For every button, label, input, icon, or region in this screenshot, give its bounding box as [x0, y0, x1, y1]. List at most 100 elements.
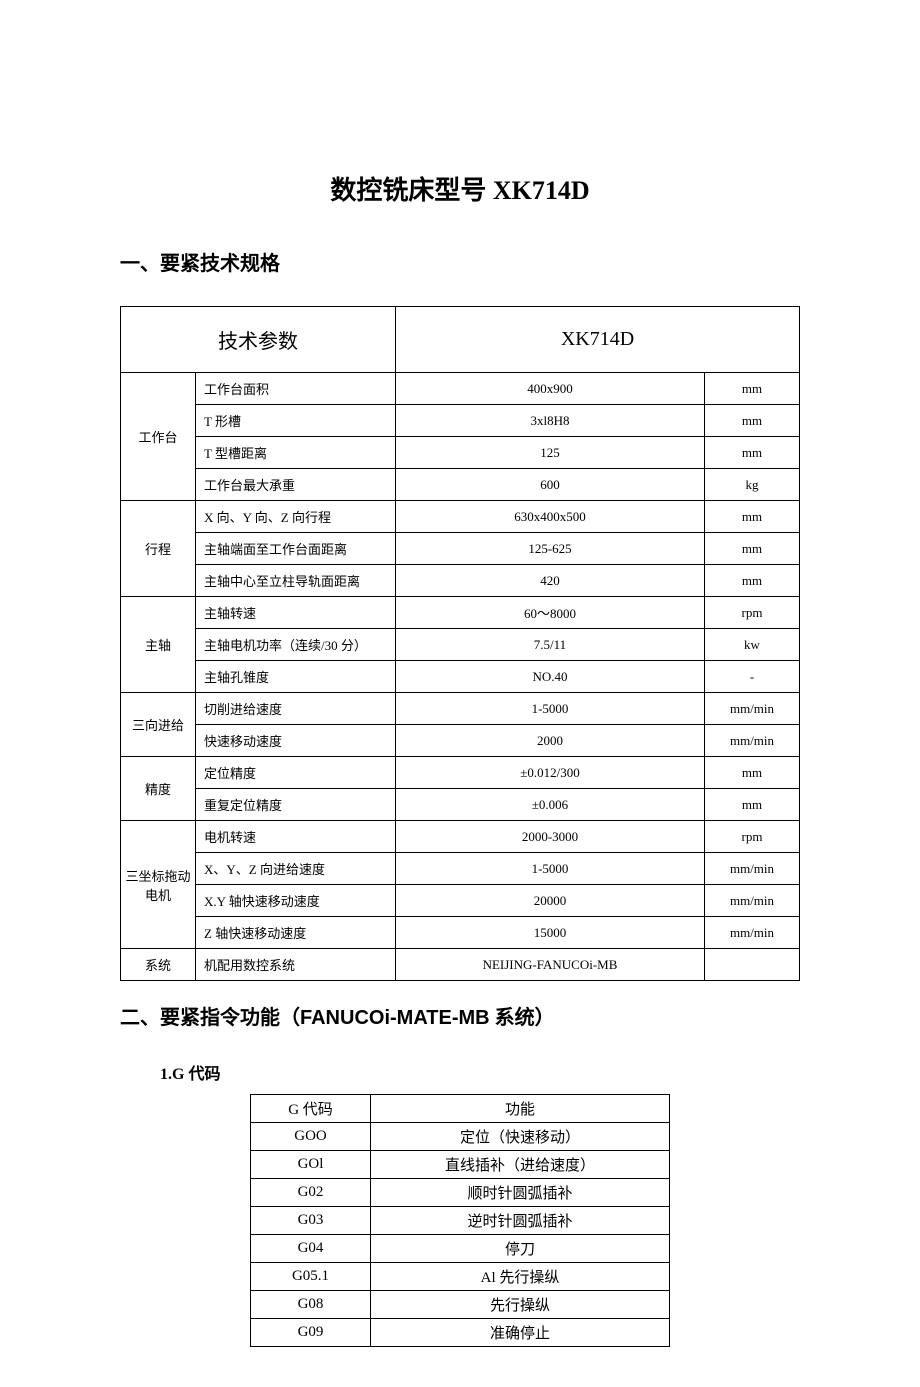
gcode-code-cell: G04 — [251, 1235, 371, 1263]
table-row: 主轴孔锥度NO.40- — [121, 661, 800, 693]
category-cell: 系统 — [121, 949, 196, 981]
table-row: X.Y 轴快速移动速度20000mm/min — [121, 885, 800, 917]
category-cell: 主轴 — [121, 597, 196, 693]
spec-header-row: 技术参数XK714D — [121, 307, 800, 373]
gcode-func-cell: 顺时针圆弧插补 — [371, 1179, 670, 1207]
unit-cell: mm/min — [705, 725, 800, 757]
value-cell: 7.5/11 — [396, 629, 705, 661]
param-cell: 主轴转速 — [196, 597, 396, 629]
param-cell: 定位精度 — [196, 757, 396, 789]
value-cell: 125-625 — [396, 533, 705, 565]
table-row: 主轴主轴转速60～8000rpm — [121, 597, 800, 629]
param-cell: X、Y、Z 向进给速度 — [196, 853, 396, 885]
section2-prefix: 二、要紧指令功能（ — [120, 1007, 300, 1029]
table-row: T 形槽3xl8H8mm — [121, 405, 800, 437]
table-row: 工作台工作台面积400x900mm — [121, 373, 800, 405]
table-row: 主轴端面至工作台面距离125-625mm — [121, 533, 800, 565]
category-cell: 行程 — [121, 501, 196, 597]
unit-cell: mm — [705, 533, 800, 565]
param-cell: 主轴中心至立柱导轨面距离 — [196, 565, 396, 597]
value-cell: ±0.012/300 — [396, 757, 705, 789]
table-row: G03逆时针圆弧插补 — [251, 1207, 670, 1235]
section-2-heading: 二、要紧指令功能（FANUCOi-MATE-MB 系统） — [120, 1001, 800, 1030]
gcode-header-col2: 功能 — [371, 1095, 670, 1123]
section2-suffix: 系统） — [490, 1007, 555, 1029]
param-cell: 重复定位精度 — [196, 789, 396, 821]
param-cell: 主轴电机功率（连续/30 分） — [196, 629, 396, 661]
unit-cell: kg — [705, 469, 800, 501]
unit-cell: mm — [705, 501, 800, 533]
gcode-code-cell: G09 — [251, 1319, 371, 1347]
unit-cell: mm/min — [705, 885, 800, 917]
gcode-table-body: G 代码功能GOO定位（快速移动）GOl直线插补（进给速度）G02顺时针圆弧插补… — [251, 1095, 670, 1347]
value-cell: 1-5000 — [396, 853, 705, 885]
table-row: GOl直线插补（进给速度） — [251, 1151, 670, 1179]
table-row: 重复定位精度±0.006mm — [121, 789, 800, 821]
unit-cell: rpm — [705, 821, 800, 853]
gcode-code-cell: G03 — [251, 1207, 371, 1235]
table-row: 三坐标拖动电机电机转速2000-3000rpm — [121, 821, 800, 853]
param-cell: T 形槽 — [196, 405, 396, 437]
gcode-func-cell: 先行操纵 — [371, 1291, 670, 1319]
param-cell: 电机转速 — [196, 821, 396, 853]
unit-cell — [705, 949, 800, 981]
param-cell: T 型槽距离 — [196, 437, 396, 469]
unit-cell: mm/min — [705, 693, 800, 725]
table-row: 主轴电机功率（连续/30 分）7.5/11kw — [121, 629, 800, 661]
gcode-code-cell: G08 — [251, 1291, 371, 1319]
value-cell: 630x400x500 — [396, 501, 705, 533]
value-cell: 420 — [396, 565, 705, 597]
table-row: X、Y、Z 向进给速度1-5000mm/min — [121, 853, 800, 885]
category-cell: 三坐标拖动电机 — [121, 821, 196, 949]
value-cell: 125 — [396, 437, 705, 469]
title-model: XK714D — [493, 176, 590, 205]
param-cell: X.Y 轴快速移动速度 — [196, 885, 396, 917]
param-cell: 主轴孔锥度 — [196, 661, 396, 693]
gcode-header-col1: G 代码 — [251, 1095, 371, 1123]
unit-cell: mm — [705, 565, 800, 597]
table-row: G05.1Al 先行操纵 — [251, 1263, 670, 1291]
unit-cell: - — [705, 661, 800, 693]
param-cell: Z 轴快速移动速度 — [196, 917, 396, 949]
table-row: G08先行操纵 — [251, 1291, 670, 1319]
spec-header-col1: 技术参数 — [121, 307, 396, 373]
table-row: 精度定位精度±0.012/300mm — [121, 757, 800, 789]
value-cell: 3xl8H8 — [396, 405, 705, 437]
sub1-suffix: 代码 — [184, 1066, 220, 1083]
table-row: G04停刀 — [251, 1235, 670, 1263]
unit-cell: mm — [705, 757, 800, 789]
gcode-code-cell: G02 — [251, 1179, 371, 1207]
table-row: 工作台最大承重600kg — [121, 469, 800, 501]
section-1-heading: 一、要紧技术规格 — [120, 247, 800, 276]
gcode-code-cell: GOl — [251, 1151, 371, 1179]
spec-table-body: 技术参数XK714D工作台工作台面积400x900mmT 形槽3xl8H8mmT… — [121, 307, 800, 981]
gcode-func-cell: Al 先行操纵 — [371, 1263, 670, 1291]
table-row: 系统机配用数控系统NEIJING-FANUCOi-MB — [121, 949, 800, 981]
unit-cell: kw — [705, 629, 800, 661]
value-cell: 15000 — [396, 917, 705, 949]
table-row: G02顺时针圆弧插补 — [251, 1179, 670, 1207]
unit-cell: mm — [705, 373, 800, 405]
spec-table: 技术参数XK714D工作台工作台面积400x900mmT 形槽3xl8H8mmT… — [120, 306, 800, 981]
unit-cell: mm — [705, 405, 800, 437]
value-cell: 600 — [396, 469, 705, 501]
gcode-table: G 代码功能GOO定位（快速移动）GOl直线插补（进给速度）G02顺时针圆弧插补… — [250, 1094, 670, 1347]
value-cell: 2000 — [396, 725, 705, 757]
table-row: Z 轴快速移动速度15000mm/min — [121, 917, 800, 949]
param-cell: 快速移动速度 — [196, 725, 396, 757]
param-cell: X 向、Y 向、Z 向行程 — [196, 501, 396, 533]
param-cell: 切削进给速度 — [196, 693, 396, 725]
gcode-func-cell: 停刀 — [371, 1235, 670, 1263]
unit-cell: mm/min — [705, 917, 800, 949]
table-row: T 型槽距离125mm — [121, 437, 800, 469]
value-cell: NO.40 — [396, 661, 705, 693]
category-cell: 工作台 — [121, 373, 196, 501]
section2-system: FANUCOi-MATE-MB — [300, 1007, 490, 1029]
title-prefix: 数控铣床型号 — [330, 176, 493, 205]
param-cell: 工作台最大承重 — [196, 469, 396, 501]
value-cell: 1-5000 — [396, 693, 705, 725]
value-cell: 20000 — [396, 885, 705, 917]
value-cell: ±0.006 — [396, 789, 705, 821]
table-row: 三向进给切削进给速度1-5000mm/min — [121, 693, 800, 725]
gcode-func-cell: 定位（快速移动） — [371, 1123, 670, 1151]
